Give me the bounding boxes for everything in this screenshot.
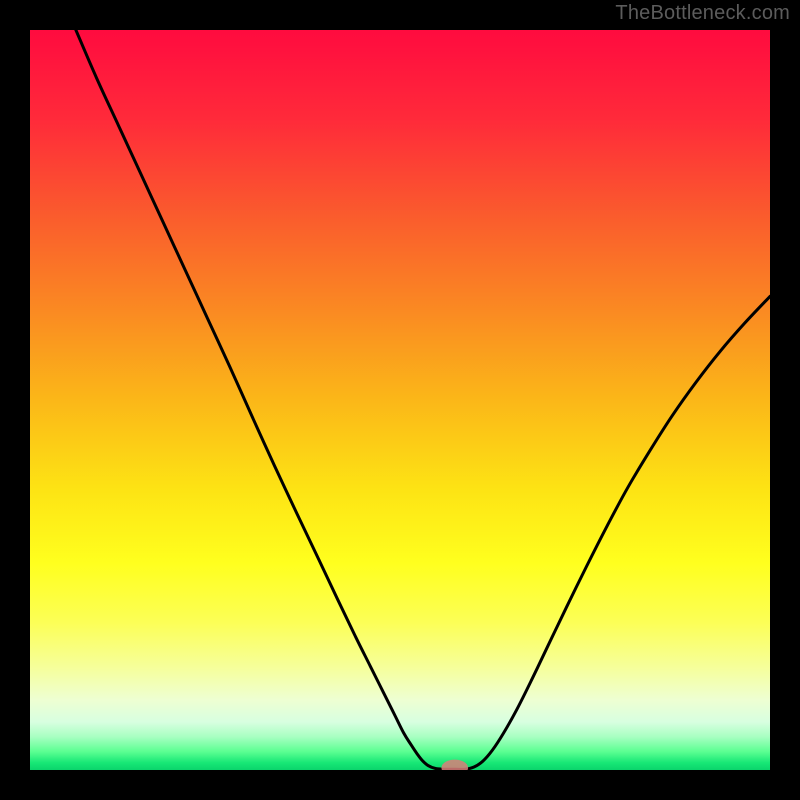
watermark-text: TheBottleneck.com xyxy=(615,2,790,25)
gradient-background xyxy=(30,30,770,770)
plot-area xyxy=(30,30,770,770)
bottleneck-chart xyxy=(30,30,770,770)
chart-frame: TheBottleneck.com xyxy=(0,0,800,800)
